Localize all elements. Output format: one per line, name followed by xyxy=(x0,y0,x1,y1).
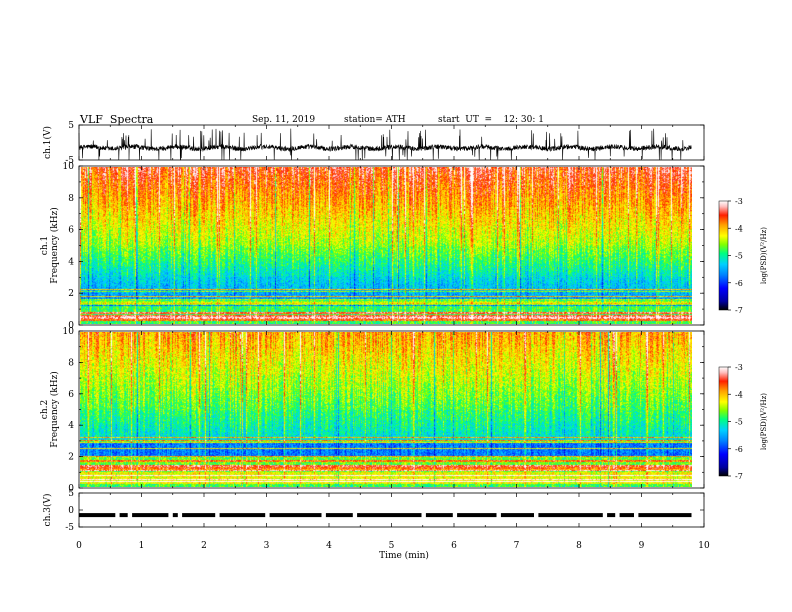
ytick-label-ch2-spectrogram-1: 2 xyxy=(68,453,74,463)
colorbar-tick-ch1-spectrogram-1: -4 xyxy=(735,224,743,233)
ylabel-ch1-waveform: ch.1(V) xyxy=(42,126,53,159)
colorbar-tick-ch1-spectrogram-2: -5 xyxy=(735,252,743,261)
ch3-waveform-frame xyxy=(78,492,705,528)
ch3-band-segment-6 xyxy=(269,513,322,518)
xaxis-title: Time (min) xyxy=(379,550,429,561)
colorbar-tick-ch1-spectrogram-0: -3 xyxy=(735,197,743,206)
ylabel-ch3-waveform: ch.3(V) xyxy=(42,494,53,527)
ytick-label-ch2-spectrogram-4: 8 xyxy=(68,358,74,368)
xtick-label-4: 4 xyxy=(326,541,332,551)
ytick-label-ch1-spectrogram-4: 8 xyxy=(68,194,74,204)
ch3-band-segment-5 xyxy=(219,513,266,518)
start-time-label: start UT = 12: 30: 1 xyxy=(438,115,544,125)
ytick-label-ch1-spectrogram-3: 6 xyxy=(68,226,74,236)
colorbar-tick-ch2-spectrogram-2: -5 xyxy=(735,418,743,427)
ch3-band-segment-10 xyxy=(457,513,497,518)
colorbar-tick-ch2-spectrogram-0: -3 xyxy=(735,363,743,372)
ch3-band-segment-0 xyxy=(79,513,116,518)
ch3-band-segment-3 xyxy=(172,513,178,518)
xtick-label-5: 5 xyxy=(389,541,395,551)
colorbar-tick-ch2-spectrogram-3: -6 xyxy=(735,445,743,454)
ylabel-ch1-spectrogram: ch.1Frequency (kHz) xyxy=(40,207,60,284)
xtick-label-9: 9 xyxy=(639,541,645,551)
ch2-spectrogram-image xyxy=(80,332,692,487)
xtick-label-0: 0 xyxy=(76,541,82,551)
ytick-label-ch3-waveform-2: -5 xyxy=(65,523,74,533)
ch3-band-segment-1 xyxy=(119,513,128,518)
ytick-label-ch2-spectrogram-2: 4 xyxy=(68,421,74,431)
colorbar-tick-ch1-spectrogram-4: -7 xyxy=(735,306,743,315)
ch3-band-segment-15 xyxy=(638,513,692,518)
xtick-label-2: 2 xyxy=(201,541,207,551)
colorbar-tick-ch2-spectrogram-4: -7 xyxy=(735,472,743,481)
colorbar-label-ch2-spectrogram: log(PSD)(V²/Hz) xyxy=(760,393,768,450)
ch1-waveform-line xyxy=(78,128,692,161)
ytick-label-ch3-waveform-1: 0 xyxy=(68,506,74,516)
ch3-band-segment-14 xyxy=(619,513,634,518)
station-label: station= ATH xyxy=(344,115,406,125)
xtick-label-1: 1 xyxy=(139,541,145,551)
ch3-band-segment-7 xyxy=(325,513,353,518)
ylabel-ch2-spectrogram: ch.2Frequency (kHz) xyxy=(40,371,60,448)
ytick-label-ch1-spectrogram-5: 10 xyxy=(63,162,75,172)
ch3-band-segment-13 xyxy=(607,513,616,518)
xtick-label-8: 8 xyxy=(576,541,582,551)
xtick-label-10: 10 xyxy=(698,541,710,551)
xtick-label-3: 3 xyxy=(264,541,270,551)
ch3-band-segment-8 xyxy=(357,513,422,518)
ytick-label-ch2-spectrogram-5: 10 xyxy=(63,327,75,337)
ch1-colorbar xyxy=(718,200,729,311)
ytick-label-ch1-waveform-0: 5 xyxy=(68,121,74,131)
date-label: Sep. 11, 2019 xyxy=(252,115,316,125)
ytick-label-ch2-spectrogram-3: 6 xyxy=(68,390,74,400)
ch3-band-segment-9 xyxy=(425,513,453,518)
ch3-waveform-band xyxy=(79,513,692,518)
colorbar-tick-ch1-spectrogram-3: -6 xyxy=(735,279,743,288)
ch1-spectrogram-image xyxy=(80,167,692,324)
colorbar-tick-ch2-spectrogram-1: -4 xyxy=(735,390,743,399)
figure-title: VLF Spectra xyxy=(80,113,154,126)
colorbar-label-ch1-spectrogram: log(PSD)(V²/Hz) xyxy=(760,227,768,284)
ytick-label-ch2-spectrogram-0: 0 xyxy=(68,484,74,494)
ch3-band-segment-2 xyxy=(132,513,169,518)
ytick-label-ch1-spectrogram-2: 4 xyxy=(68,257,74,267)
xtick-label-7: 7 xyxy=(514,541,520,551)
ch3-band-segment-11 xyxy=(500,513,534,518)
ytick-label-ch1-spectrogram-0: 0 xyxy=(68,321,74,331)
ch3-band-segment-12 xyxy=(538,513,603,518)
ytick-label-ch3-waveform-0: 5 xyxy=(68,489,74,499)
xtick-label-6: 6 xyxy=(451,541,457,551)
ytick-label-ch1-waveform-1: -5 xyxy=(65,156,74,166)
ytick-label-ch1-spectrogram-1: 2 xyxy=(68,289,74,299)
ch3-band-segment-4 xyxy=(182,513,216,518)
ch2-colorbar xyxy=(718,366,729,477)
